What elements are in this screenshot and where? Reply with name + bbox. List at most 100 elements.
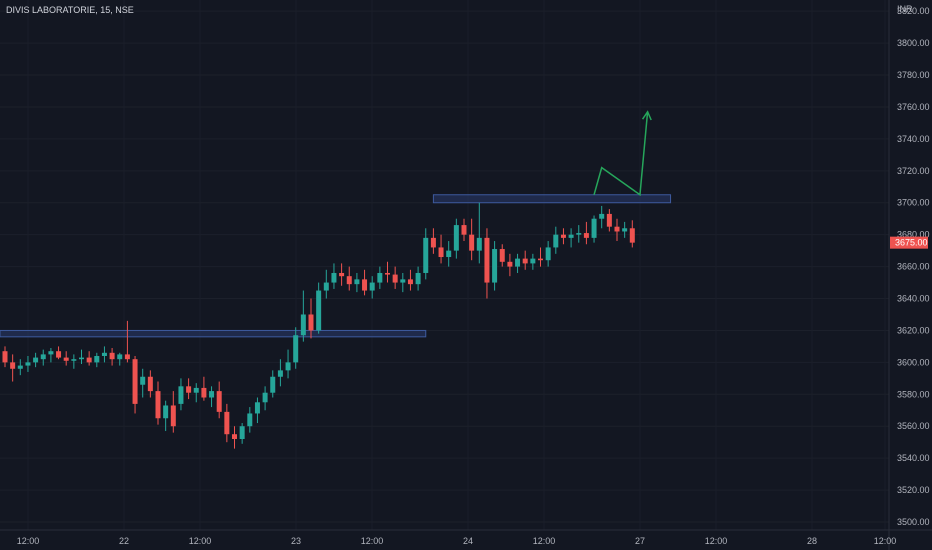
- candle-body: [48, 351, 54, 355]
- candle: [438, 234, 444, 264]
- candle-body: [430, 237, 436, 248]
- candle-body: [10, 362, 16, 369]
- candle: [377, 266, 383, 289]
- candle-body: [262, 392, 268, 403]
- candle-body: [101, 352, 107, 356]
- candle: [560, 228, 566, 245]
- candle: [423, 228, 429, 280]
- candle-body: [285, 362, 291, 371]
- price-tick-label: 3620.00: [897, 325, 930, 335]
- time-tick-label: 12:00: [361, 536, 384, 546]
- candle: [300, 290, 306, 342]
- candle-body: [407, 279, 413, 285]
- candle-body: [224, 411, 230, 435]
- candle-body: [147, 376, 153, 392]
- candle: [17, 359, 23, 376]
- candle-body: [568, 234, 574, 238]
- candle-body: [2, 351, 8, 363]
- projection-arrow: [593, 110, 652, 197]
- candle-body: [216, 391, 222, 412]
- candle-body: [423, 237, 429, 273]
- candle: [216, 381, 222, 419]
- time-tick-label: 12:00: [874, 536, 897, 546]
- candle: [277, 359, 283, 387]
- candle: [469, 218, 475, 261]
- candle-body: [17, 365, 23, 369]
- candle-body: [438, 247, 444, 258]
- price-tick-label: 3640.00: [897, 294, 930, 304]
- candle: [209, 386, 215, 408]
- candle-body: [94, 355, 100, 363]
- candle: [224, 403, 230, 443]
- candle-body: [79, 357, 84, 360]
- price-tick-label: 3780.00: [897, 70, 930, 80]
- candle-body: [507, 261, 513, 267]
- candle-body: [469, 234, 475, 251]
- time-axis[interactable]: 12:00 22 12:00 23 12:00 24 12:00 27 12:00 28 12:00: [17, 536, 897, 546]
- candle: [48, 348, 54, 363]
- candle: [193, 383, 199, 403]
- candle: [117, 352, 123, 366]
- candle-body: [354, 279, 360, 285]
- candle: [124, 320, 130, 363]
- candle: [583, 221, 589, 245]
- projection-arrowhead: [641, 110, 652, 121]
- candle: [109, 348, 115, 366]
- candle: [385, 261, 390, 283]
- candle-body: [201, 387, 207, 398]
- candle: [553, 226, 559, 254]
- candle: [147, 370, 153, 398]
- candle-body: [293, 335, 299, 363]
- candle: [285, 349, 291, 379]
- candle: [453, 218, 459, 259]
- candlestick-series: [2, 202, 635, 449]
- candle: [354, 272, 360, 293]
- candle: [476, 202, 482, 264]
- candle: [362, 269, 368, 296]
- candle-body: [606, 213, 612, 227]
- candle-body: [132, 359, 138, 404]
- candle: [170, 391, 176, 433]
- candle: [94, 352, 100, 368]
- last-price-box: [890, 236, 928, 249]
- candle-body: [254, 402, 260, 414]
- candle: [568, 228, 574, 248]
- candle: [239, 423, 245, 444]
- price-axis[interactable]: 3820.00 3800.00 3780.00 3760.00 3740.00 3720.…: [897, 6, 930, 527]
- candle: [522, 250, 528, 270]
- price-tick-label: 3500.00: [897, 517, 930, 527]
- candle: [507, 253, 513, 277]
- support-resistance-zones: [0, 194, 672, 338]
- candle-body: [415, 272, 421, 285]
- candle-body: [155, 391, 161, 419]
- candle: [415, 266, 421, 291]
- price-tick-label: 3700.00: [897, 198, 930, 208]
- candle-body: [232, 434, 237, 440]
- price-tick-label: 3800.00: [897, 38, 930, 48]
- candle-body: [331, 272, 337, 283]
- candle-body: [484, 237, 490, 283]
- candle-body: [599, 213, 605, 219]
- candle-body: [25, 362, 31, 366]
- candle-body: [316, 290, 322, 331]
- candle: [186, 378, 192, 400]
- candle: [545, 241, 551, 267]
- candle: [430, 228, 436, 254]
- time-tick-label: 22: [119, 536, 129, 546]
- time-tick-label: 28: [807, 536, 817, 546]
- candle: [576, 225, 582, 243]
- candle: [461, 218, 467, 242]
- candle: [163, 400, 169, 432]
- candle: [316, 282, 322, 334]
- candle: [392, 266, 398, 289]
- candle-body: [453, 225, 459, 251]
- candle-body: [591, 218, 597, 238]
- price-tick-label: 3540.00: [897, 453, 930, 463]
- time-tick-label: 12:00: [533, 536, 556, 546]
- candle-body: [300, 314, 306, 336]
- price-tick-label: 3520.00: [897, 485, 930, 495]
- candle-body: [163, 405, 169, 419]
- price-tick-label: 3740.00: [897, 134, 930, 144]
- candle: [71, 354, 77, 369]
